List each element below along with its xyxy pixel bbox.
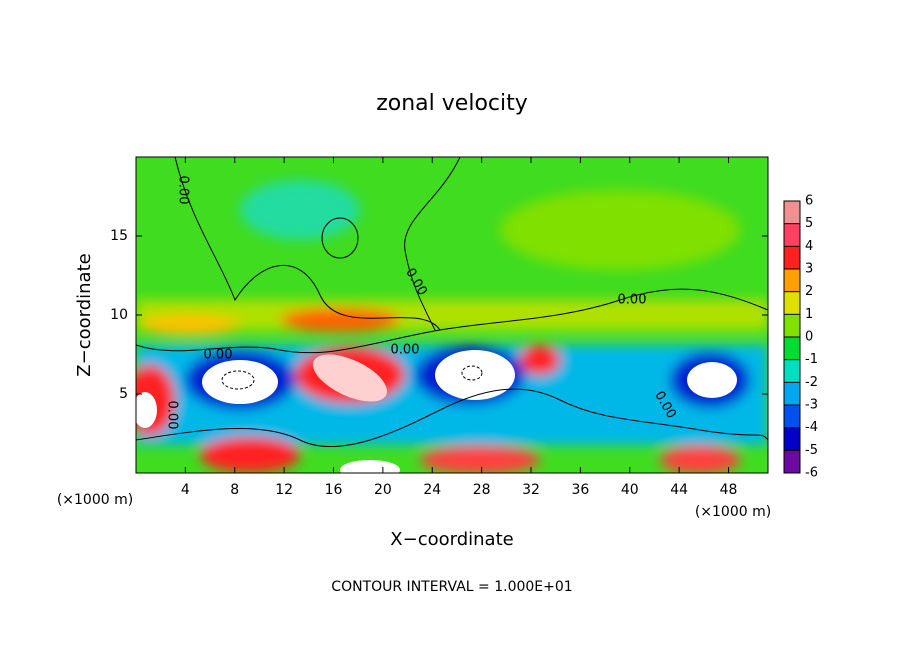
colorbar-label: -4 [805,420,818,435]
colorbar-label: 0 [805,330,813,345]
x-tick-label: 48 [720,482,738,498]
chart-title: zonal velocity [376,91,528,116]
colorbar-cell [784,427,800,451]
colorbar-label: 6 [805,194,813,209]
x-tick-label: 36 [571,482,589,498]
contour-label: 0.00 [391,343,420,358]
contour-label: 0.00 [618,293,647,308]
colorbar-cell [784,314,800,337]
colorbar-cell [784,269,800,292]
colorbar-label: -5 [805,443,818,458]
colorbar-label: -6 [805,466,818,481]
x-tick-label: 16 [325,482,343,498]
x-tick-label: 32 [522,482,540,498]
x-axis-label: X−coordinate [390,529,513,550]
colorbar-cell [784,337,800,360]
colorbar-cell [784,359,800,383]
colorbar-cell [784,405,800,428]
y-tick-label: 15 [110,228,128,244]
colorbar-cell [784,291,800,315]
x-tick-label: 4 [181,482,190,498]
colorbar-label: 2 [805,284,813,299]
x-tick-label: 12 [275,482,293,498]
field [136,157,768,473]
colorbar-label: 5 [805,216,813,231]
colorbar-cell [784,450,800,473]
y-axis-label: Z−coordinate [74,253,95,376]
colorbar-label: 1 [805,307,813,322]
x-tick-label: 40 [621,482,639,498]
y-tick-label: 5 [119,386,128,402]
x-tick-label: 24 [423,482,441,498]
colorbar-cell [784,201,800,224]
contour-label: 0.00 [204,348,233,363]
contour-label: 0.00 [176,176,191,205]
x-tick-label: 8 [230,482,239,498]
colorbar-label: 4 [805,239,813,254]
x-tick-label: 28 [473,482,491,498]
colorbar-cell [784,223,800,247]
colorbar-cell [784,382,800,405]
colorbar-label: -2 [805,375,818,390]
x-tick-label: 20 [374,482,392,498]
x-unit: (×1000 m) [695,504,771,520]
colorbar-label: -1 [805,352,818,367]
y-tick-label: 10 [110,307,128,323]
contour-label: 0.00 [165,401,180,430]
colorbar-label: 3 [805,262,813,277]
colorbar-label: -3 [805,398,818,413]
x-tick-label: 44 [670,482,688,498]
x-unit: (×1000 m) [57,492,133,508]
colorbar-cell [784,246,800,269]
footer-note: CONTOUR INTERVAL = 1.000E+01 [331,579,572,595]
